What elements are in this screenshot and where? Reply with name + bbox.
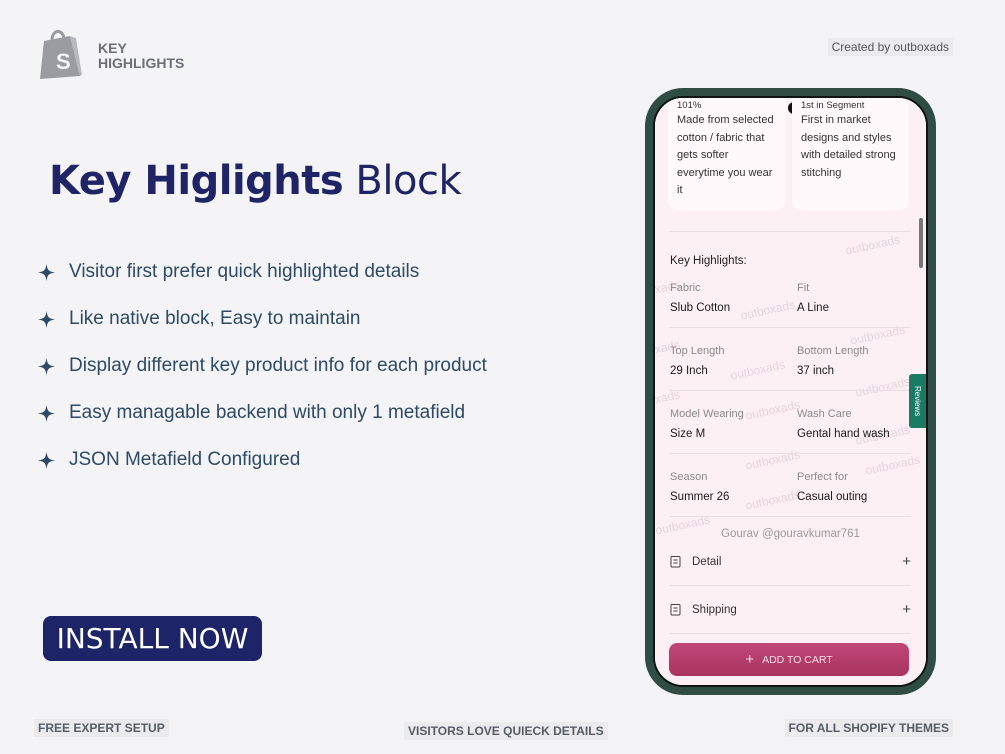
- divider: [669, 453, 911, 454]
- watermark: outboxads: [744, 487, 802, 513]
- bullet-text: Visitor first prefer quick highlighted d…: [69, 261, 420, 282]
- watermark: outboxads: [844, 232, 902, 258]
- watermark: outboxads: [744, 397, 802, 423]
- divider: [669, 231, 911, 232]
- bullet: Display different key product info for e…: [38, 355, 487, 377]
- logo-text: KEY: [98, 40, 127, 56]
- reviews-tab[interactable]: Reviews: [909, 374, 926, 428]
- plus-icon: +: [745, 651, 755, 668]
- phone-screen: Key Highlights: Gourav @gouravkumar761 +…: [653, 96, 928, 687]
- bullet-text: Easy managable backend with only 1 metaf…: [69, 402, 466, 423]
- reviews-label: Reviews: [913, 385, 922, 417]
- bullet-text: Like native block, Easy to maintain: [69, 308, 361, 329]
- cart-label: ADD TO CART: [762, 653, 833, 666]
- field-value: Summer 26: [670, 491, 730, 503]
- card-tag: 1st in Segment: [801, 100, 865, 111]
- field-value: Slub Cotton: [670, 302, 731, 314]
- watermark: outboxads: [729, 357, 787, 383]
- heading-bold: Key Higlights: [49, 158, 344, 204]
- field-value: Gental hand wash: [797, 428, 890, 440]
- scrollbar: [919, 218, 923, 268]
- watermark: outboxads: [854, 374, 912, 400]
- card-text: First in market designs and styles with …: [801, 114, 896, 179]
- logo-text: HIGHLIGHTS: [98, 55, 185, 71]
- install-button[interactable]: INSTALL NOW: [43, 616, 262, 661]
- divider: [669, 585, 911, 586]
- footer-right: FOR ALL SHOPIFY THEMES: [784, 719, 953, 737]
- divider: [669, 516, 911, 517]
- field-label: Fit: [797, 282, 810, 294]
- watermark: outboxads: [739, 297, 797, 323]
- field-label: Wash Care: [797, 408, 852, 420]
- watermark: outboxads: [864, 452, 922, 478]
- divider: [669, 633, 911, 634]
- accordion-icon: [670, 604, 681, 616]
- star-icon: [38, 451, 55, 469]
- add-to-cart[interactable]: + ADD TO CART: [669, 643, 909, 676]
- bullet: Easy managable backend with only 1 metaf…: [38, 402, 465, 424]
- heading-rest: Block: [355, 158, 462, 204]
- plus-icon: +: [902, 601, 911, 618]
- field-label: Perfect for: [797, 471, 848, 483]
- section-label: Key Highlights:: [670, 255, 747, 267]
- svg-text:S: S: [56, 49, 71, 74]
- accordion[interactable]: Shipping +: [669, 601, 911, 618]
- bullet-text: JSON Metafield Configured: [69, 449, 301, 470]
- footer-center: VISITORS LOVE QUIECK DETAILS: [404, 722, 608, 740]
- card-tag: 101%: [677, 100, 702, 111]
- field-value: Size M: [670, 428, 706, 440]
- star-icon: [38, 310, 55, 328]
- accordion[interactable]: Detail +: [669, 553, 911, 570]
- field-label: Fabric: [670, 282, 701, 294]
- accordion-icon: [670, 556, 681, 568]
- bullet: Like native block, Easy to maintain: [38, 308, 361, 330]
- accordion-label: Detail: [692, 555, 722, 568]
- highlight-card: 101% Made from selected cotton / fabric t…: [668, 98, 786, 210]
- field-value: Casual outing: [797, 491, 868, 503]
- product-page: Key Highlights: Gourav @gouravkumar761 +…: [655, 98, 926, 685]
- heading: Key Higlights Block: [49, 158, 462, 204]
- field-value: 29 Inch: [670, 365, 708, 377]
- star-icon: [38, 263, 55, 281]
- credit: Created by outboxads: [827, 38, 953, 56]
- field-value: A Line: [797, 302, 829, 314]
- watermark: outboxads: [744, 447, 802, 473]
- card-text: Made from selected cotton / fabric that …: [677, 114, 774, 196]
- star-icon: [38, 357, 55, 375]
- divider: [669, 327, 911, 328]
- divider: [669, 390, 911, 391]
- field-label: Season: [670, 471, 708, 483]
- shopify-logo: S: [40, 30, 82, 79]
- highlight-card: 1st in Segment First in market designs an…: [792, 98, 909, 210]
- accordion-label: Shipping: [692, 603, 737, 616]
- phone: Key Highlights: Gourav @gouravkumar761 +…: [645, 88, 936, 695]
- bullet-text: Display different key product info for e…: [69, 355, 487, 376]
- field-value: 37 inch: [797, 365, 835, 377]
- footer-left: FREE EXPERT SETUP: [34, 719, 169, 737]
- field-label: Model Wearing: [670, 408, 744, 420]
- bullet: Visitor first prefer quick highlighted d…: [38, 261, 419, 283]
- field-label: Top Length: [670, 345, 725, 357]
- plus-icon: +: [902, 553, 911, 570]
- star-icon: [38, 404, 55, 422]
- field-label: Bottom Length: [797, 345, 869, 357]
- bullet: JSON Metafield Configured: [38, 449, 300, 471]
- credit: Gourav @gouravkumar761: [721, 528, 860, 540]
